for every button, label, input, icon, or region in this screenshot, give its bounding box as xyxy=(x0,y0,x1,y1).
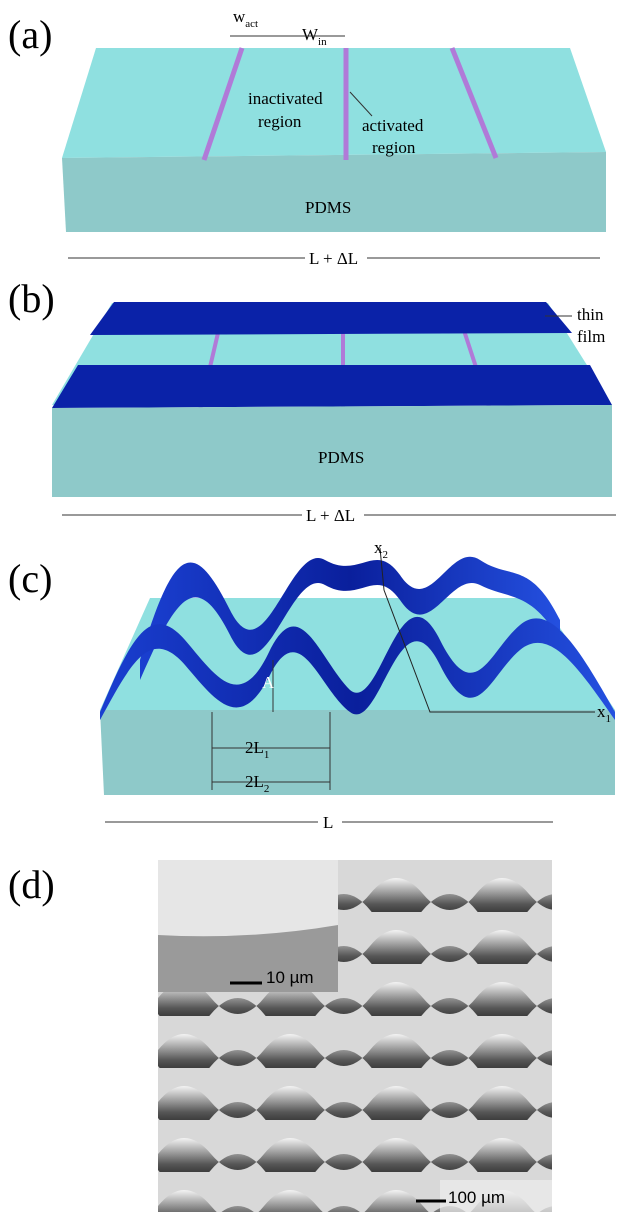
subscript: 2 xyxy=(383,549,389,561)
top-face xyxy=(62,48,606,158)
subscript: 1 xyxy=(264,749,270,761)
region-label: activated xyxy=(362,116,424,135)
subscript: in xyxy=(318,36,327,48)
front-face xyxy=(62,152,606,232)
region-label: inactivated xyxy=(248,89,323,108)
symbol: w xyxy=(233,7,246,26)
symbol: W xyxy=(302,25,319,44)
length-label: L + ΔL xyxy=(306,506,355,525)
panel-label: (d) xyxy=(8,862,55,907)
panel-label: (a) xyxy=(8,12,52,57)
thin-film xyxy=(90,302,572,335)
subscript: act xyxy=(245,18,258,30)
panel-label: (c) xyxy=(8,556,52,601)
symbol: 2L xyxy=(245,738,264,757)
scale-label: 100 µm xyxy=(448,1188,505,1207)
substrate-label: PDMS xyxy=(305,198,351,217)
film-label: film xyxy=(577,327,605,346)
figure: (a) wact Win inactivated region activate… xyxy=(0,0,628,1218)
length-label: L + ΔL xyxy=(309,249,358,268)
scale-label: 10 µm xyxy=(266,968,314,987)
panel-label: (b) xyxy=(8,276,55,321)
symbol: 2L xyxy=(245,772,264,791)
film-label: thin xyxy=(577,305,604,324)
front-face xyxy=(100,710,615,795)
subscript: 2 xyxy=(264,783,270,795)
substrate-label: PDMS xyxy=(318,448,364,467)
amplitude-label: A xyxy=(262,673,275,692)
region-label: region xyxy=(372,138,416,157)
subscript: 1 xyxy=(606,713,612,725)
thin-film xyxy=(52,365,612,408)
length-label: L xyxy=(323,813,333,832)
w-act-label: wact xyxy=(233,7,258,30)
region-label: region xyxy=(258,112,302,131)
